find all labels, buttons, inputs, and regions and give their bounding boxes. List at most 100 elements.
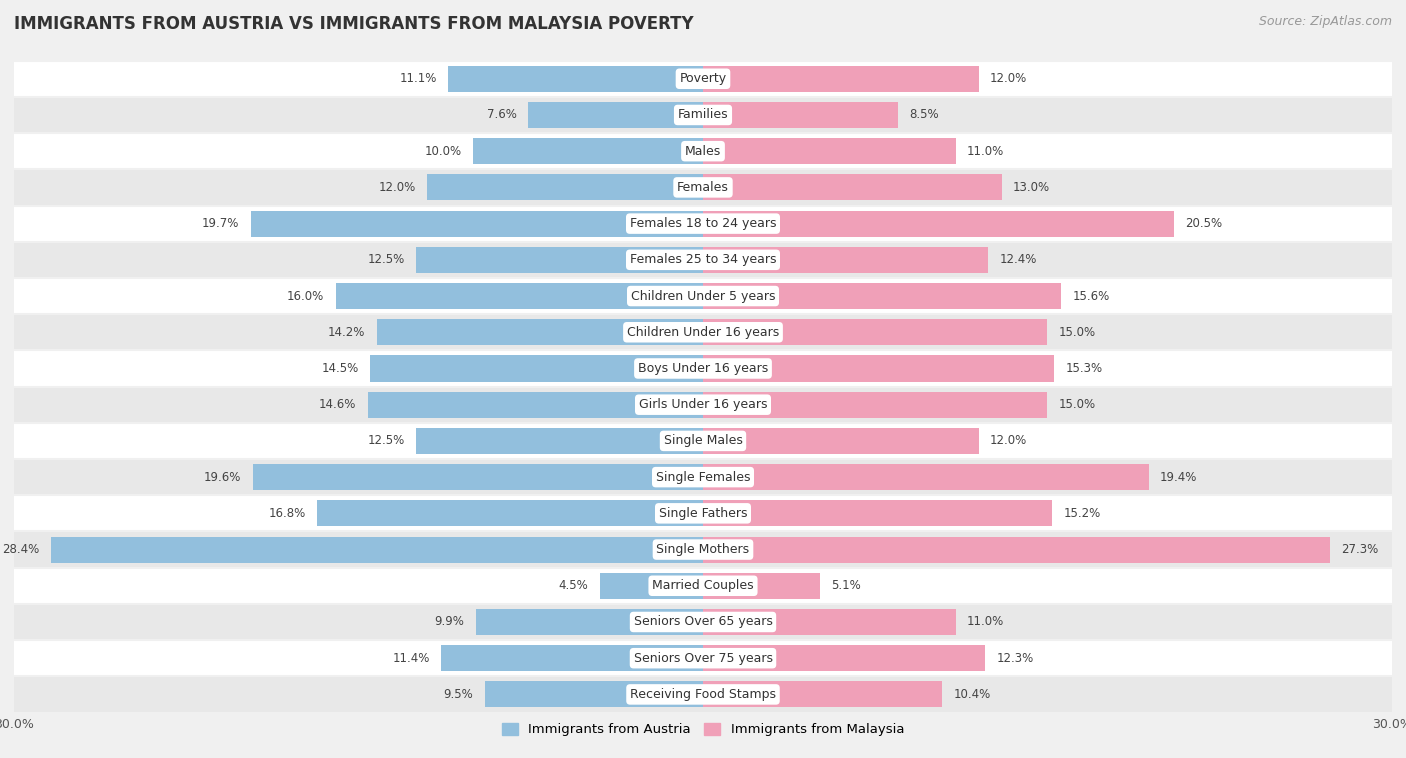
Bar bbox=[370, 356, 703, 381]
Text: 14.5%: 14.5% bbox=[322, 362, 359, 375]
Text: 8.5%: 8.5% bbox=[910, 108, 939, 121]
Text: 19.6%: 19.6% bbox=[204, 471, 242, 484]
Bar bbox=[14, 242, 1392, 278]
Text: 11.4%: 11.4% bbox=[392, 652, 430, 665]
Bar bbox=[703, 66, 979, 92]
Bar bbox=[14, 133, 1392, 169]
Text: Single Males: Single Males bbox=[664, 434, 742, 447]
Text: 16.8%: 16.8% bbox=[269, 507, 305, 520]
Bar bbox=[14, 568, 1392, 604]
Text: 5.1%: 5.1% bbox=[831, 579, 862, 592]
Bar bbox=[14, 314, 1392, 350]
Text: Girls Under 16 years: Girls Under 16 years bbox=[638, 398, 768, 411]
Bar bbox=[703, 356, 1054, 381]
Bar bbox=[703, 392, 1047, 418]
Bar bbox=[368, 392, 703, 418]
Text: Source: ZipAtlas.com: Source: ZipAtlas.com bbox=[1258, 15, 1392, 28]
Text: 12.0%: 12.0% bbox=[378, 181, 416, 194]
Bar bbox=[14, 205, 1392, 242]
Text: 12.5%: 12.5% bbox=[367, 434, 405, 447]
Text: 28.4%: 28.4% bbox=[1, 543, 39, 556]
Text: Boys Under 16 years: Boys Under 16 years bbox=[638, 362, 768, 375]
Text: Children Under 5 years: Children Under 5 years bbox=[631, 290, 775, 302]
Bar bbox=[14, 676, 1392, 713]
Text: 12.5%: 12.5% bbox=[367, 253, 405, 266]
Bar bbox=[14, 61, 1392, 97]
Bar bbox=[703, 537, 1330, 562]
Bar bbox=[51, 537, 703, 562]
Bar bbox=[416, 247, 703, 273]
Bar bbox=[449, 66, 703, 92]
Bar bbox=[336, 283, 703, 309]
Text: 14.2%: 14.2% bbox=[328, 326, 366, 339]
Text: 20.5%: 20.5% bbox=[1185, 217, 1222, 230]
Text: Single Mothers: Single Mothers bbox=[657, 543, 749, 556]
Text: 7.6%: 7.6% bbox=[486, 108, 517, 121]
Bar bbox=[14, 169, 1392, 205]
Text: IMMIGRANTS FROM AUSTRIA VS IMMIGRANTS FROM MALAYSIA POVERTY: IMMIGRANTS FROM AUSTRIA VS IMMIGRANTS FR… bbox=[14, 15, 693, 33]
Text: 9.5%: 9.5% bbox=[444, 688, 474, 701]
Text: 13.0%: 13.0% bbox=[1012, 181, 1050, 194]
Text: Females 25 to 34 years: Females 25 to 34 years bbox=[630, 253, 776, 266]
Bar bbox=[416, 428, 703, 454]
Bar bbox=[441, 645, 703, 672]
Text: 12.0%: 12.0% bbox=[990, 72, 1028, 85]
Text: 11.0%: 11.0% bbox=[967, 615, 1004, 628]
Text: Children Under 16 years: Children Under 16 years bbox=[627, 326, 779, 339]
Text: Married Couples: Married Couples bbox=[652, 579, 754, 592]
Bar bbox=[377, 319, 703, 346]
Text: 10.0%: 10.0% bbox=[425, 145, 461, 158]
Text: Single Females: Single Females bbox=[655, 471, 751, 484]
Text: 14.6%: 14.6% bbox=[319, 398, 356, 411]
Bar bbox=[318, 500, 703, 526]
Text: Receiving Food Stamps: Receiving Food Stamps bbox=[630, 688, 776, 701]
Bar bbox=[475, 609, 703, 635]
Bar bbox=[703, 500, 1052, 526]
Text: 15.2%: 15.2% bbox=[1063, 507, 1101, 520]
Bar bbox=[703, 102, 898, 128]
Text: 12.3%: 12.3% bbox=[997, 652, 1035, 665]
Bar bbox=[14, 350, 1392, 387]
Text: 19.4%: 19.4% bbox=[1160, 471, 1198, 484]
Text: 15.0%: 15.0% bbox=[1059, 326, 1097, 339]
Bar bbox=[485, 681, 703, 707]
Text: 15.3%: 15.3% bbox=[1066, 362, 1102, 375]
Bar bbox=[703, 609, 956, 635]
Bar bbox=[703, 247, 988, 273]
Bar bbox=[703, 573, 820, 599]
Bar bbox=[14, 387, 1392, 423]
Legend: Immigrants from Austria, Immigrants from Malaysia: Immigrants from Austria, Immigrants from… bbox=[496, 718, 910, 742]
Text: 16.0%: 16.0% bbox=[287, 290, 323, 302]
Bar bbox=[14, 278, 1392, 314]
Text: 9.9%: 9.9% bbox=[434, 615, 464, 628]
Bar bbox=[529, 102, 703, 128]
Bar bbox=[253, 464, 703, 490]
Bar bbox=[703, 645, 986, 672]
Bar bbox=[703, 174, 1001, 200]
Text: Seniors Over 75 years: Seniors Over 75 years bbox=[634, 652, 772, 665]
Text: 4.5%: 4.5% bbox=[558, 579, 588, 592]
Bar bbox=[703, 681, 942, 707]
Text: Families: Families bbox=[678, 108, 728, 121]
Bar bbox=[427, 174, 703, 200]
Bar bbox=[14, 97, 1392, 133]
Text: 12.4%: 12.4% bbox=[1000, 253, 1036, 266]
Bar bbox=[14, 423, 1392, 459]
Text: 11.1%: 11.1% bbox=[399, 72, 437, 85]
Bar bbox=[14, 459, 1392, 495]
Text: Single Fathers: Single Fathers bbox=[659, 507, 747, 520]
Text: 11.0%: 11.0% bbox=[967, 145, 1004, 158]
Bar bbox=[703, 464, 1149, 490]
Text: Females 18 to 24 years: Females 18 to 24 years bbox=[630, 217, 776, 230]
Bar bbox=[14, 531, 1392, 568]
Text: 10.4%: 10.4% bbox=[953, 688, 991, 701]
Bar bbox=[474, 138, 703, 164]
Bar bbox=[703, 138, 956, 164]
Bar bbox=[599, 573, 703, 599]
Bar bbox=[703, 428, 979, 454]
Bar bbox=[14, 495, 1392, 531]
Text: 19.7%: 19.7% bbox=[201, 217, 239, 230]
Text: 15.6%: 15.6% bbox=[1073, 290, 1109, 302]
Bar bbox=[250, 211, 703, 236]
Bar bbox=[703, 283, 1062, 309]
